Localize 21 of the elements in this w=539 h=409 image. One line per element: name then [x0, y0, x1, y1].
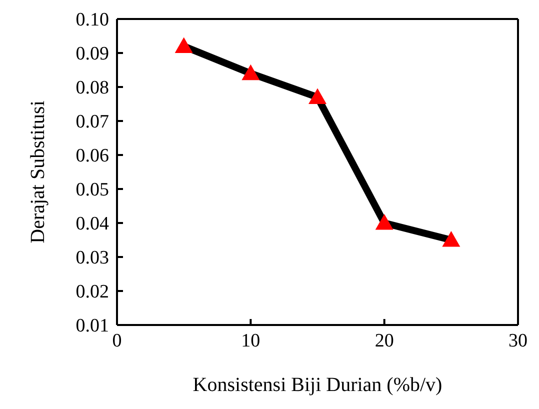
y-tick-label: 0.03 [76, 248, 109, 269]
point [242, 64, 260, 80]
x-axis-title: Konsistensi Biji Durian (%b/v) [192, 374, 442, 396]
y-tick-label: 0.09 [76, 44, 109, 65]
y-tick-label: 0.06 [76, 146, 109, 167]
y-tick-label: 0.08 [76, 78, 109, 99]
y-tick-label: 0.02 [76, 282, 109, 303]
y-tick-label: 0.04 [76, 214, 110, 235]
x-tick-label: 10 [241, 330, 260, 352]
point [174, 37, 193, 53]
point [308, 88, 326, 104]
y-tick-label: 0.07 [76, 112, 109, 133]
x-tick-label: 0 [112, 330, 122, 352]
x-tick-label: 30 [508, 330, 528, 352]
point [375, 214, 394, 230]
y-axis-title: Derajat Substitusi [27, 100, 50, 244]
y-tick-label: 0.05 [76, 180, 109, 201]
y-tick-label: 0.01 [76, 316, 109, 337]
x-tick-label: 20 [374, 330, 394, 352]
point [442, 231, 460, 247]
y-tick-label: 0.10 [76, 10, 109, 31]
